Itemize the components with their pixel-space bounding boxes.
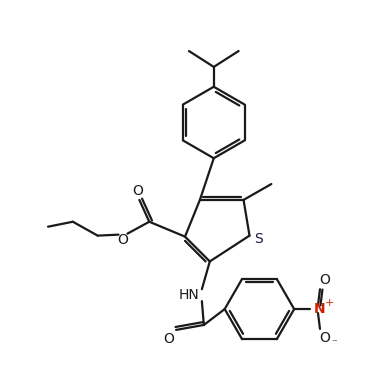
Text: HN: HN	[179, 288, 199, 302]
Text: O: O	[117, 233, 128, 246]
Text: O: O	[164, 332, 175, 346]
Text: O: O	[320, 273, 330, 287]
Text: O: O	[132, 184, 143, 198]
Text: +: +	[325, 298, 334, 308]
Text: O: O	[320, 331, 330, 345]
Text: N: N	[314, 302, 326, 316]
Text: ⁻: ⁻	[331, 338, 337, 348]
Text: S: S	[254, 232, 263, 246]
